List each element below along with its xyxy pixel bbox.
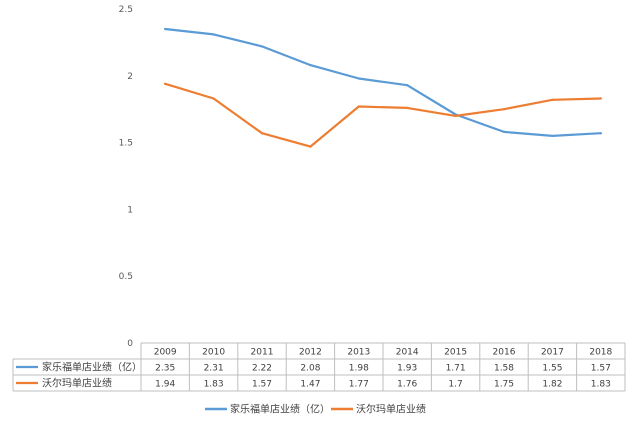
y-tick-label: 1.5 (119, 139, 133, 149)
table-row-label: 沃尔玛单店业绩 (42, 377, 112, 390)
data-point (551, 98, 554, 101)
data-label: 1.93 (397, 364, 417, 374)
data-point (260, 45, 264, 48)
y-tick-label: 2 (127, 72, 133, 82)
data-label: 2.08 (300, 364, 320, 374)
x-category-label: 2017 (541, 348, 564, 358)
data-label: 1.71 (446, 364, 466, 374)
data-label: 1.47 (300, 380, 320, 390)
data-label: 1.7 (448, 380, 462, 390)
data-point (406, 84, 409, 87)
data-label: 2.35 (155, 364, 175, 374)
x-category-label: 2009 (154, 348, 177, 358)
data-label: 2.31 (204, 364, 224, 374)
data-label: 1.58 (494, 364, 514, 374)
data-point (164, 82, 167, 85)
data-point (212, 33, 215, 36)
data-point (164, 27, 167, 31)
data-point (406, 106, 409, 109)
data-point (551, 134, 554, 138)
data-point (454, 114, 457, 117)
data-label: 1.83 (591, 380, 611, 390)
x-category-label: 2018 (589, 348, 612, 358)
data-point (599, 97, 602, 100)
data-point (599, 132, 602, 135)
x-category-label: 2013 (347, 348, 370, 358)
x-category-label: 2012 (299, 348, 322, 358)
data-point (357, 77, 360, 80)
x-category-label: 2015 (444, 348, 467, 358)
legend-label: 家乐福单店业绩（亿） (230, 403, 330, 416)
x-category-label: 2010 (202, 348, 225, 358)
data-label: 2.22 (252, 364, 272, 374)
plot-area (164, 27, 602, 148)
data-label: 1.57 (591, 364, 611, 374)
data-point (357, 105, 360, 108)
y-tick-label: 0 (127, 339, 133, 349)
data-label: 1.55 (542, 364, 562, 374)
data-table: 2009 2010 2011 2012 2013 2014 2015 2016 2017 2018… (12, 342, 626, 392)
legend-label: 沃尔玛单店业绩 (356, 403, 426, 416)
y-tick-label: 1 (127, 205, 133, 215)
data-label: 1.98 (349, 364, 369, 374)
data-label: 1.83 (204, 380, 224, 390)
data-label: 1.75 (494, 380, 514, 390)
data-point (212, 97, 215, 100)
data-label: 1.76 (397, 380, 417, 390)
data-point (309, 64, 312, 67)
series-line-2 (164, 82, 602, 148)
data-label: 1.77 (349, 380, 369, 390)
x-category-label: 2011 (251, 348, 274, 358)
data-label: 1.94 (155, 380, 175, 390)
data-point (309, 145, 312, 148)
y-tick-label: 0.5 (119, 272, 133, 282)
x-category-label: 2016 (493, 348, 516, 358)
y-tick-label: 2.5 (119, 5, 133, 15)
data-point (502, 130, 506, 134)
data-point (502, 108, 506, 111)
series-line-1 (164, 27, 602, 137)
data-label: 1.82 (542, 380, 562, 390)
legend: 家乐福单店业绩（亿） 沃尔玛单店业绩 (205, 403, 426, 416)
data-label: 1.57 (252, 380, 272, 390)
data-point (260, 132, 264, 135)
table-row-label: 家乐福单店业绩（亿） (42, 361, 142, 374)
y-axis-ticks: 0 0.5 1 1.5 2 2.5 (119, 5, 134, 349)
x-category-label: 2014 (396, 348, 419, 358)
